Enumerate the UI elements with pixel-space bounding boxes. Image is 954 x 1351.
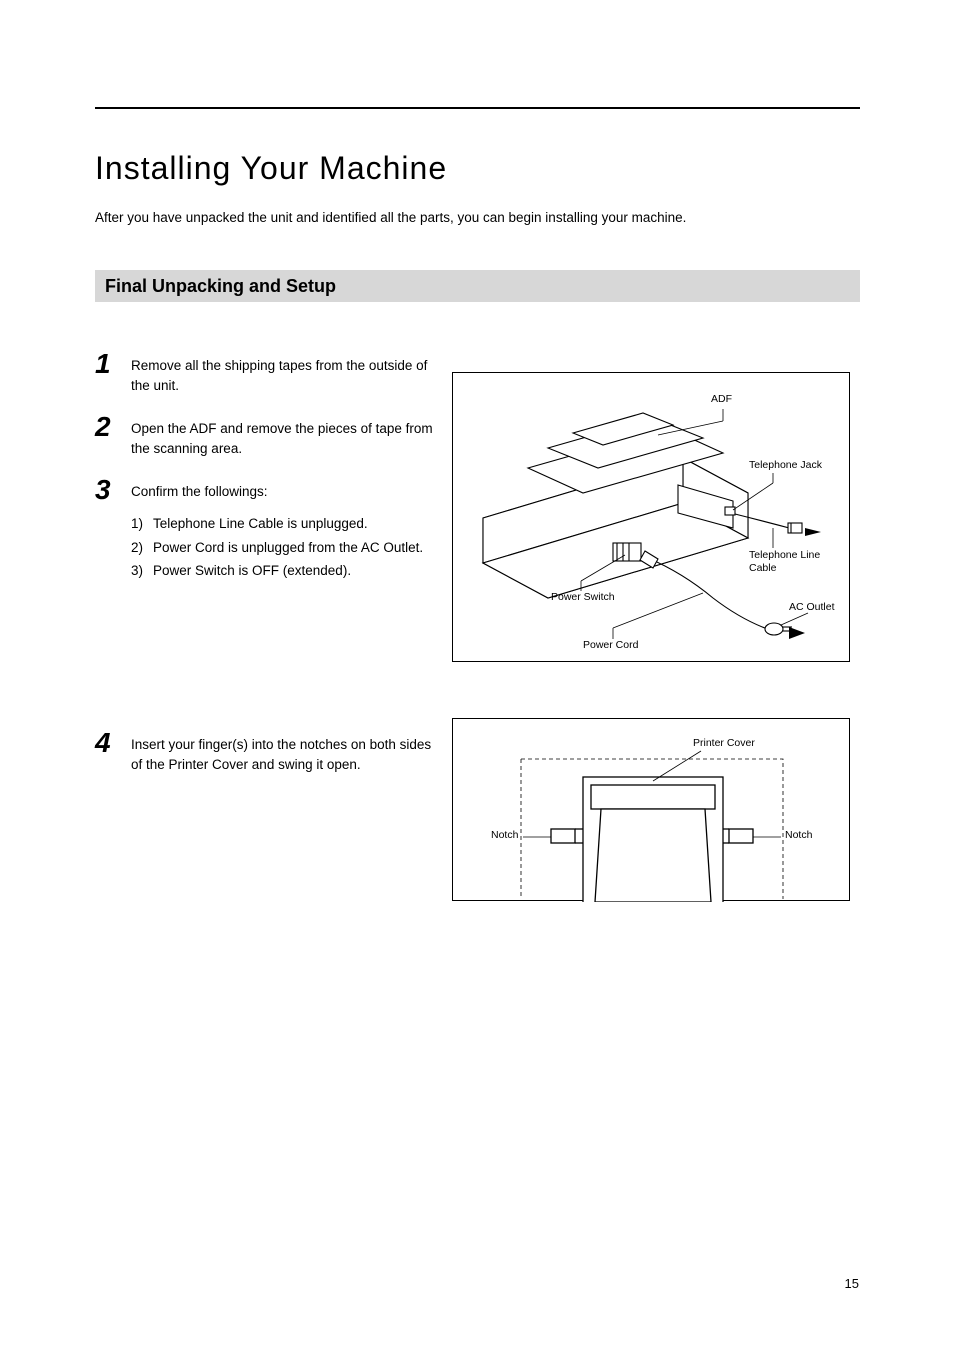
- callout-power-cord: Power Cord: [583, 639, 638, 652]
- callout-notch-left: Notch: [491, 829, 518, 842]
- substep-bullet: 1): [131, 514, 145, 534]
- callout-notch-right: Notch: [785, 829, 812, 842]
- substep-text: Power Cord is unplugged from the AC Outl…: [153, 538, 423, 558]
- step-number: 1: [95, 350, 121, 395]
- callout-printer-cover: Printer Cover: [693, 737, 755, 750]
- callout-adf: ADF: [711, 393, 732, 406]
- figure-2-svg: [453, 719, 851, 902]
- callout-telephone-line-cable: Telephone Line Cable: [749, 549, 839, 574]
- step-3-substeps: 1) Telephone Line Cable is unplugged. 2)…: [131, 514, 435, 581]
- section-heading-text: Final Unpacking and Setup: [105, 276, 336, 297]
- substep-text: Power Switch is OFF (extended).: [153, 561, 351, 581]
- substep-bullet: 3): [131, 561, 145, 581]
- step-body: Remove all the shipping tapes from the o…: [131, 350, 435, 395]
- step-1: 1 Remove all the shipping tapes from the…: [95, 350, 435, 395]
- top-rule: [95, 107, 860, 109]
- step-body: Open the ADF and remove the pieces of ta…: [131, 413, 435, 458]
- substep-row: 3) Power Switch is OFF (extended).: [131, 561, 435, 581]
- substep-row: 2) Power Cord is unplugged from the AC O…: [131, 538, 435, 558]
- step-4: 4 Insert your finger(s) into the notches…: [95, 729, 435, 774]
- page-root: Installing Your Machine After you have u…: [0, 0, 954, 1351]
- figure-1-box: ADF Telephone Jack Telephone Line Cable …: [452, 372, 850, 662]
- substep-bullet: 2): [131, 538, 145, 558]
- step-body: Insert your finger(s) into the notches o…: [131, 729, 435, 774]
- callout-telephone-jack: Telephone Jack: [749, 459, 822, 472]
- step-body: Confirm the followings:: [131, 476, 268, 504]
- step-number: 4: [95, 729, 121, 774]
- step-number: 2: [95, 413, 121, 458]
- section-heading-band: Final Unpacking and Setup: [95, 270, 860, 302]
- callout-power-switch: Power Switch: [551, 591, 615, 604]
- figure-2-box: Printer Cover Notch Notch: [452, 718, 850, 901]
- page-number: 15: [845, 1276, 859, 1291]
- substep-text: Telephone Line Cable is unplugged.: [153, 514, 368, 534]
- callout-ac-outlet: AC Outlet: [789, 601, 835, 614]
- steps-column: 1 Remove all the shipping tapes from the…: [95, 350, 435, 792]
- step-3: 3 Confirm the followings:: [95, 476, 435, 504]
- intro-paragraph: After you have unpacked the unit and ide…: [95, 208, 855, 228]
- step-2: 2 Open the ADF and remove the pieces of …: [95, 413, 435, 458]
- figure-1-svg: [453, 373, 851, 663]
- step-number: 3: [95, 476, 121, 504]
- chapter-title: Installing Your Machine: [95, 150, 447, 187]
- substep-row: 1) Telephone Line Cable is unplugged.: [131, 514, 435, 534]
